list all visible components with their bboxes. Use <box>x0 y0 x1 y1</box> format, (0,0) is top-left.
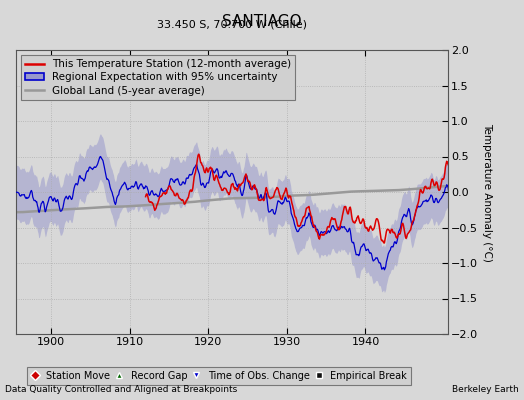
Text: SANTIAGO: SANTIAGO <box>222 14 302 29</box>
Text: Berkeley Earth: Berkeley Earth <box>452 385 519 394</box>
Y-axis label: Temperature Anomaly (°C): Temperature Anomaly (°C) <box>482 122 492 262</box>
Text: Data Quality Controlled and Aligned at Breakpoints: Data Quality Controlled and Aligned at B… <box>5 385 237 394</box>
Title: 33.450 S, 70.700 W (Chile): 33.450 S, 70.700 W (Chile) <box>157 20 307 30</box>
Legend: Station Move, Record Gap, Time of Obs. Change, Empirical Break: Station Move, Record Gap, Time of Obs. C… <box>27 367 411 384</box>
